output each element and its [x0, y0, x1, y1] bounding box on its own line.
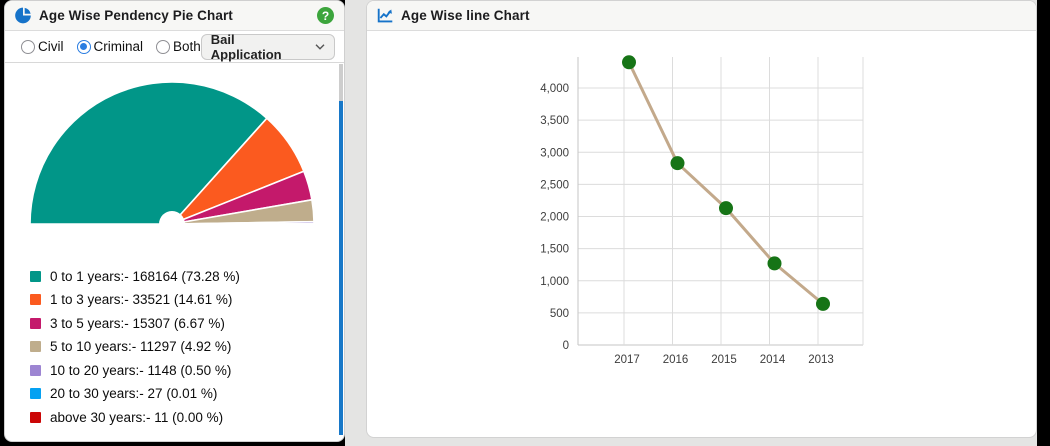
x-axis-tick-label: 2013 [808, 354, 834, 366]
legend-label: 3 to 5 years:- 15307 (6.67 %) [50, 315, 225, 331]
pie-panel-title: Age Wise Pendency Pie Chart [39, 8, 233, 23]
radio-both[interactable]: Both [156, 39, 201, 54]
legend-row: 5 to 10 years:- 11297 (4.92 %) [30, 339, 240, 354]
legend-row: 10 to 20 years:- 1148 (0.50 %) [30, 362, 240, 378]
legend-swatch [30, 294, 41, 305]
scrollbar-track[interactable] [339, 64, 343, 101]
legend-swatch [30, 270, 41, 282]
legend-row: above 30 years:- 11 (0.00 %) [30, 409, 240, 425]
chevron-down-icon [315, 43, 325, 50]
radio-label: Criminal [93, 39, 144, 54]
line-chart-point-2015[interactable] [719, 201, 733, 216]
x-axis-tick-label: 2014 [760, 354, 786, 366]
semi-pie-chart [5, 81, 344, 264]
y-axis-tick-label: 500 [550, 308, 569, 320]
age-wise-line-panel: Age Wise line Chart 0 500 1,000 1,500 2,000 2… [366, 0, 1037, 438]
line-chart: 0 500 1,000 1,500 2,000 2,500 3,000 3,500 4,000 2… [540, 55, 864, 366]
legend-swatch [30, 341, 41, 352]
pie-chart-icon [15, 7, 32, 24]
x-axis-tick-label: 2015 [711, 354, 737, 366]
radio-criminal[interactable]: Criminal [76, 39, 144, 54]
legend-row: 20 to 30 years:- 27 (0.01 %) [30, 386, 240, 401]
dropdown-selected-value: Bail Application [210, 31, 282, 62]
radio-civil[interactable]: Civil [21, 39, 64, 54]
line-series [627, 61, 824, 306]
line-chart-point-2013[interactable] [816, 296, 830, 311]
legend-row: 3 to 5 years:- 15307 (6.67 %) [30, 315, 240, 331]
y-axis-tick-label: 3,500 [540, 115, 569, 127]
radio-label: Civil [38, 39, 64, 54]
help-icon[interactable]: ? [317, 7, 334, 24]
line-chart-icon [377, 7, 394, 24]
legend-row: 0 to 1 years:- 168164 (73.28 %) [30, 268, 240, 284]
legend-label: above 30 years:- 11 (0.00 %) [50, 409, 224, 425]
y-axis-tick-label: 2,000 [540, 212, 569, 224]
line-panel-title: Age Wise line Chart [401, 8, 530, 23]
y-axis-tick-label: 3,000 [540, 147, 569, 159]
legend-swatch [30, 411, 41, 423]
radio-button-selected[interactable] [76, 39, 91, 54]
legend-swatch [30, 317, 41, 329]
radio-label: Both [173, 39, 201, 54]
radio-button[interactable] [21, 39, 35, 54]
legend-label: 1 to 3 years:- 33521 (14.61 %) [50, 292, 233, 307]
pie-slice-0-to-1-years[interactable] [29, 81, 268, 225]
x-axis-tick-label: 2017 [614, 354, 640, 366]
case-type-radio-group: Civil Criminal Both [21, 39, 201, 54]
line-chart-point-2016[interactable] [670, 156, 685, 171]
legend-label: 5 to 10 years:- 11297 (4.92 %) [50, 339, 232, 354]
pie-baseline-mask [5, 224, 344, 264]
pie-panel-controls: Civil Criminal Both Bail Application [5, 31, 344, 63]
pie-legend: 0 to 1 years:- 168164 (73.28 %) 1 to 3 ye… [30, 269, 240, 434]
radio-button[interactable] [156, 39, 171, 54]
line-panel-header: Age Wise line Chart [367, 1, 1036, 31]
line-chart-point-2017[interactable] [622, 55, 636, 70]
age-wise-pendency-pie-panel: Age Wise Pendency Pie Chart ? Civil Crimi… [4, 0, 345, 442]
scrollbar-thumb[interactable] [339, 101, 343, 435]
y-axis-tick-label: 1,000 [540, 276, 569, 288]
legend-label: 10 to 20 years:- 1148 (0.50 %) [50, 362, 232, 378]
legend-row: 1 to 3 years:- 33521 (14.61 %) [30, 292, 240, 307]
legend-label: 0 to 1 years:- 168164 (73.28 %) [50, 268, 240, 284]
legend-swatch [30, 388, 41, 399]
application-type-dropdown[interactable]: Bail Application [200, 31, 335, 62]
y-axis-tick-label: 0 [563, 340, 569, 352]
legend-label: 20 to 30 years:- 27 (0.01 %) [50, 386, 218, 401]
pie-panel-header: Age Wise Pendency Pie Chart ? [5, 1, 344, 31]
line-chart-point-2014[interactable] [767, 256, 782, 271]
y-axis-tick-label: 4,000 [540, 83, 569, 95]
x-axis-tick-label: 2016 [663, 354, 689, 366]
legend-swatch [30, 364, 41, 376]
y-axis-tick-label: 2,500 [540, 179, 569, 191]
y-axis-tick-label: 1,500 [540, 244, 569, 256]
